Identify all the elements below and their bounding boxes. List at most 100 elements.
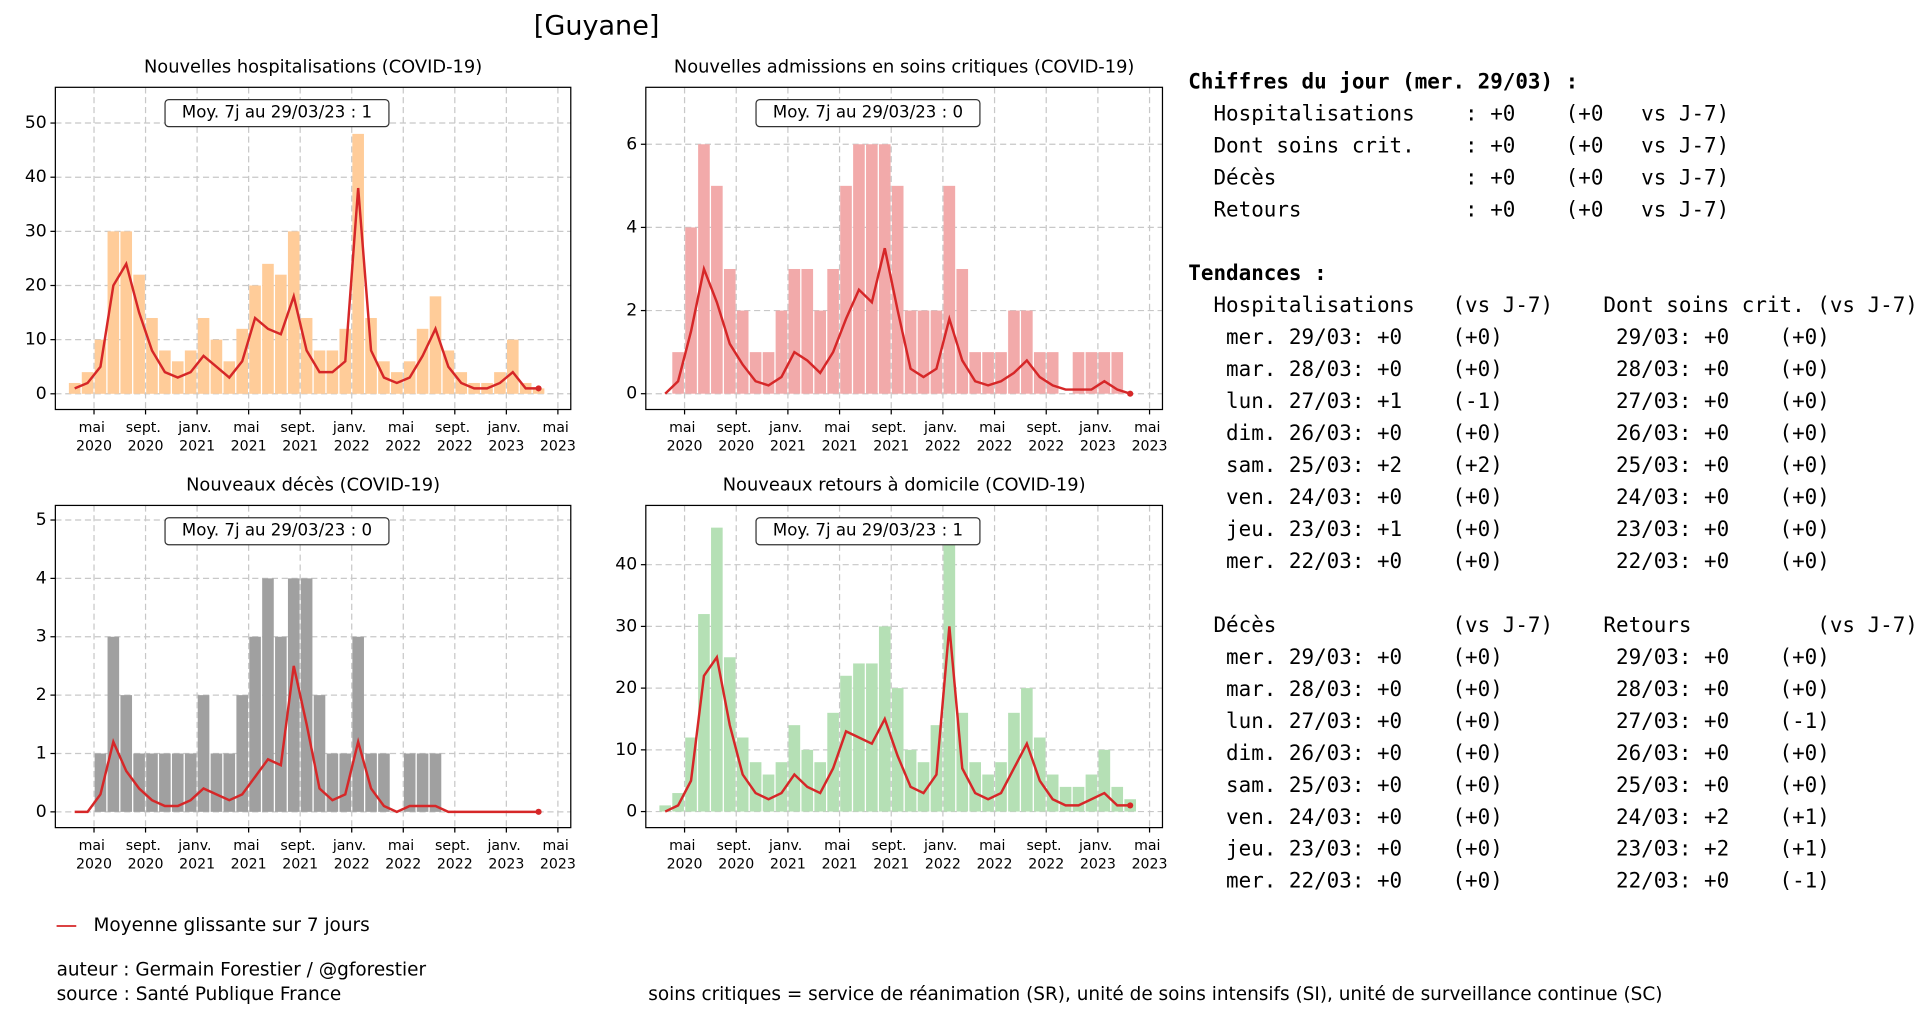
x-tick-line: 2021 [179, 438, 215, 454]
bar [171, 753, 184, 812]
bar [659, 805, 672, 812]
x-tick-label: janv. 2022 [332, 838, 371, 872]
bar [1072, 786, 1085, 812]
bar [672, 352, 684, 394]
x-tick-line: 2021 [822, 438, 858, 454]
x-tick-label: janv. 2021 [768, 420, 807, 454]
y-tick-label: 20 [615, 678, 637, 698]
bar [814, 762, 827, 812]
x-tick-label: mai 2020 [76, 838, 112, 872]
x-tick-line: mai [542, 420, 573, 436]
bar [365, 753, 377, 812]
bar [995, 762, 1007, 812]
bar [917, 762, 930, 812]
bar [866, 144, 878, 394]
x-tick-line: 2023 [488, 438, 524, 454]
legend-label: Moyenne glissante sur 7 jours [93, 915, 369, 936]
panel-title: Tendances : [1188, 261, 1326, 285]
bar [749, 352, 762, 394]
bar [184, 753, 197, 812]
bar [723, 268, 736, 394]
bar [287, 578, 300, 812]
bar [1111, 786, 1124, 812]
x-tick-line: 2023 [1132, 438, 1168, 454]
bar [159, 753, 171, 812]
x-tick-label: mai 2022 [385, 838, 421, 872]
x-tick-line: janv. [923, 420, 962, 436]
panel-row: dim. 26/03: +0 (+0) 26/03: +0 (+0) [1188, 741, 1830, 765]
x-tick-line: 2022 [977, 857, 1013, 873]
panel-row: mer. 29/03: +0 (+0) 29/03: +0 (+0) [1188, 325, 1830, 349]
bar [506, 339, 519, 394]
bar [982, 774, 994, 812]
x-tick-line: sept. [435, 838, 475, 854]
bar [1046, 352, 1059, 394]
x-tick-line: 2022 [1028, 857, 1064, 873]
x-tick-line: 2022 [437, 857, 473, 873]
y-tick-label: 5 [36, 510, 47, 530]
bar [762, 774, 775, 812]
x-tick-label: mai 2021 [822, 420, 858, 454]
bar [120, 695, 133, 812]
x-tick-line: 2021 [822, 857, 858, 873]
y-tick-label: 0 [626, 384, 637, 404]
panel-row: mer. 29/03: +0 (+0) 29/03: +0 (+0) [1188, 645, 1830, 669]
bar [1008, 310, 1020, 394]
x-tick-line: sept. [871, 420, 911, 436]
x-tick-line: 2022 [385, 438, 421, 454]
x-tick-label: mai 2020 [667, 838, 703, 872]
bar [775, 762, 788, 812]
x-tick-line: sept. [126, 838, 166, 854]
avg-line [664, 626, 1131, 813]
x-tick-label: sept. 2020 [716, 420, 756, 454]
bar [1111, 352, 1124, 394]
x-tick-line: 2023 [1080, 438, 1116, 454]
x-tick-line: mai [979, 838, 1010, 854]
bar [891, 688, 904, 812]
bar [210, 753, 223, 812]
x-tick-line: 2022 [925, 438, 961, 454]
panel-row: lun. 27/03: +1 (-1) 27/03: +0 (+0) [1188, 389, 1830, 413]
bar [133, 274, 145, 394]
bar [236, 695, 248, 812]
bar [352, 636, 364, 812]
x-tick-line: sept. [126, 420, 166, 436]
bar [917, 310, 930, 394]
bar [107, 636, 120, 812]
x-tick-label: mai 2023 [540, 420, 576, 454]
x-tick-label: sept. 2020 [126, 420, 166, 454]
x-tick-label: mai 2023 [1132, 838, 1168, 872]
panel-row: lun. 27/03: +0 (+0) 27/03: +0 (-1) [1188, 709, 1830, 733]
bar [1021, 688, 1033, 812]
x-tick-line: 2021 [282, 438, 318, 454]
bar [313, 695, 326, 812]
x-tick-label: sept. 2022 [435, 838, 475, 872]
x-tick-line: mai [233, 838, 264, 854]
annotation: Moy. 7j au 29/03/23 : 1 [773, 521, 963, 540]
panel-row: ven. 24/03: +0 (+0) 24/03: +2 (+1) [1188, 805, 1830, 829]
panel-row: mar. 28/03: +0 (+0) 28/03: +0 (+0) [1188, 677, 1830, 701]
annotation: Moy. 7j au 29/03/23 : 0 [773, 103, 963, 122]
bar [1085, 352, 1098, 394]
last-point [1127, 802, 1134, 809]
bar [672, 793, 684, 812]
panel-line: Décès : +0 (+0 vs J-7) [1188, 165, 1729, 189]
bar [94, 753, 107, 812]
x-tick-line: sept. [280, 838, 320, 854]
x-tick-label: janv. 2023 [1078, 420, 1117, 454]
x-tick-line: 2023 [1132, 857, 1168, 873]
x-tick-line: janv. [332, 838, 371, 854]
x-tick-line: sept. [716, 420, 756, 436]
y-tick-label: 0 [626, 802, 637, 822]
author: auteur : Germain Forestier / @gforestier [57, 959, 427, 980]
panel-row: sam. 25/03: +2 (+2) 25/03: +0 (+0) [1188, 453, 1830, 477]
bar [287, 231, 300, 394]
x-tick-label: sept. 2022 [435, 420, 475, 454]
bar [107, 231, 120, 394]
x-tick-line: 2022 [977, 438, 1013, 454]
last-point [535, 385, 542, 392]
x-tick-label: janv. 2021 [177, 838, 216, 872]
bar [300, 578, 313, 812]
x-tick-line: mai [79, 420, 110, 436]
